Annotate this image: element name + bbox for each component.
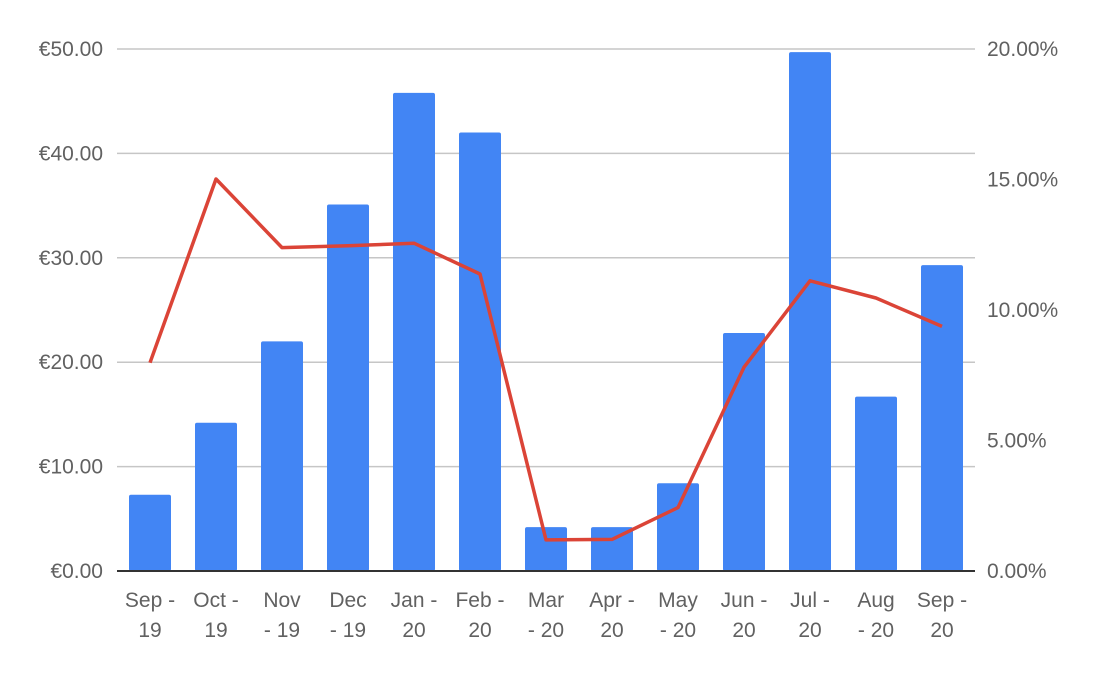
bar-series [129, 52, 963, 572]
right-axis-tick-label: 15.00% [987, 169, 1058, 192]
x-axis-tick-label: Sep -20 [917, 589, 967, 642]
left-axis-tick-label: €20.00 [39, 351, 103, 374]
bar [459, 132, 501, 571]
x-axis-tick-label: Sep -19 [125, 589, 175, 642]
right-axis-tick-label: 20.00% [987, 38, 1058, 61]
left-y-axis: €0.00 €10.00 €20.00 €30.00 €40.00 €50.00 [39, 38, 103, 583]
x-axis-tick-label: May - 20 [658, 589, 698, 642]
x-axis-tick-label: Jun -20 [721, 589, 768, 642]
line-series-path [148, 177, 943, 542]
gridlines [117, 48, 975, 468]
x-axis: Sep -19 Oct -19 Nov - 19 Dec - 19 Jan -20 Feb -… [125, 589, 967, 642]
bar [129, 494, 171, 571]
x-axis-tick-label: Apr -20 [589, 589, 635, 642]
x-axis-tick-label: Jan -20 [391, 589, 438, 642]
x-axis-tick-label: Feb -20 [455, 589, 504, 642]
left-axis-tick-label: €30.00 [39, 247, 103, 270]
bar [195, 422, 237, 571]
bar [327, 204, 369, 571]
right-y-axis: 0.00% 5.00% 10.00% 15.00% 20.00% [987, 38, 1058, 583]
right-axis-tick-label: 5.00% [987, 430, 1047, 453]
bar [261, 341, 303, 571]
x-axis-tick-label: Aug - 20 [857, 589, 894, 642]
right-axis-tick-label: 0.00% [987, 560, 1047, 583]
left-axis-tick-label: €10.00 [39, 456, 103, 479]
bar [855, 396, 897, 571]
x-axis-tick-label: Jul -20 [790, 589, 830, 642]
bar [789, 52, 831, 571]
left-axis-tick-label: €50.00 [39, 38, 103, 61]
x-axis-tick-label: Mar - 20 [528, 589, 564, 642]
line-series [148, 177, 943, 542]
left-axis-tick-label: €40.00 [39, 142, 103, 165]
x-axis-tick-label: Dec - 19 [329, 589, 366, 642]
bar [393, 92, 435, 572]
x-axis-tick-label: Oct -19 [193, 589, 239, 642]
x-axis-tick-label: Nov - 19 [263, 589, 301, 642]
right-axis-tick-label: 10.00% [987, 299, 1058, 322]
bar [921, 265, 963, 571]
left-axis-tick-label: €0.00 [50, 560, 103, 583]
bar [657, 483, 699, 571]
